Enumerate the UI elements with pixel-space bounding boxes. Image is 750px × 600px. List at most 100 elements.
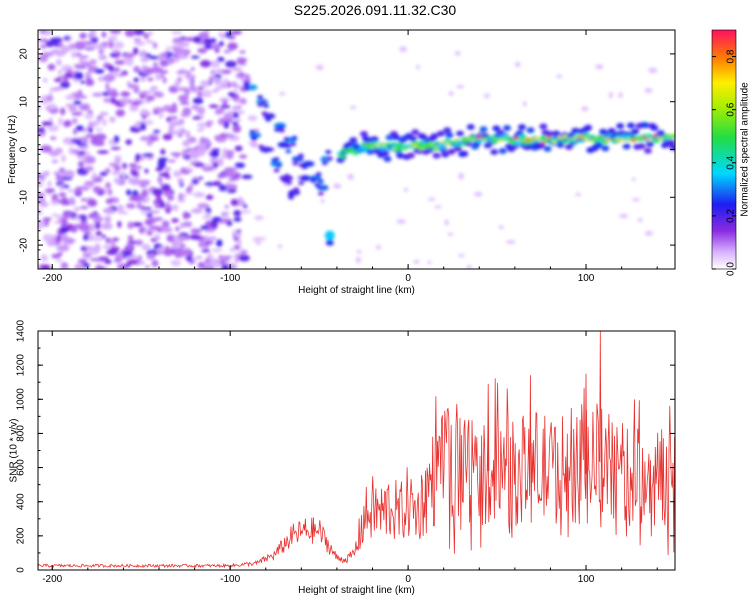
heatmap-x-tick-label: 0 [405,273,411,284]
faint-blob [483,93,490,99]
noise-blob [103,97,112,103]
band-blob [339,154,347,159]
noise-blob [46,239,56,247]
snr-y-tick-label: 800 [16,425,27,442]
noise-blob [41,121,54,127]
noise-blob [172,37,185,42]
noise-blob [58,172,64,178]
streak-blob [263,103,270,108]
noise-blob [127,235,134,241]
faint-blob [444,219,449,226]
band-core [588,139,594,143]
noise-blob [136,200,142,205]
noise-blob [212,161,219,169]
noise-blob [56,259,63,263]
streak-blob [275,163,282,168]
noise-blob [54,220,62,225]
noise-blob [38,177,43,184]
heatmap-x-tick-label: -200 [42,273,62,284]
noise-blob [85,78,95,87]
faint-blob [515,61,521,68]
noise-blob [89,59,97,65]
noise-blob [85,155,96,164]
noise-blob [151,66,163,74]
band-core [460,136,466,140]
noise-blob [225,152,234,160]
faint-blob [413,259,420,264]
noise-blob [168,59,174,65]
band-halo [643,147,652,154]
noise-blob [158,111,164,119]
noise-blob [127,83,140,89]
noise-blob [62,139,71,144]
noise-blob [60,107,66,116]
faint-blob [631,197,641,202]
faint-blob [448,91,454,96]
noise-blob [57,244,70,252]
noise-blob [144,168,149,174]
heatmap-y-axis-label: Frequency (Hz) [7,115,18,184]
noise-blob [242,204,248,209]
streak-blob [261,111,268,116]
noise-blob [201,93,212,98]
noise-blob [102,118,107,127]
noise-blob [192,36,202,43]
noise-blob [185,247,191,253]
noise-blob [140,75,146,82]
band-core [631,139,637,142]
faint-blob [505,239,516,244]
noise-blob [159,59,169,67]
noise-blob [65,94,76,100]
noise-blob [145,265,150,269]
faint-blob [333,183,342,189]
noise-blob [234,145,243,152]
noise-blob [167,195,175,201]
noise-blob [118,73,125,77]
noise-blob [232,124,242,133]
faint-blob [349,105,357,110]
noise-blob [152,61,158,69]
noise-blob [122,55,127,59]
band-core [503,136,509,139]
noise-blob [189,235,200,239]
band-core [567,137,573,140]
faint-blob [415,64,421,70]
noise-blob [78,103,91,111]
noise-blob [133,37,142,42]
band-halo [383,156,392,163]
noise-blob [171,30,183,35]
noise-blob [61,80,70,89]
faint-blob [575,192,582,197]
noise-blob [223,113,232,120]
noise-blob [87,223,96,232]
band-halo [362,136,371,143]
noise-blob [200,225,209,230]
noise-blob [150,86,159,90]
band-halo [466,124,475,131]
noise-blob [84,231,91,235]
noise-blob [226,183,238,190]
snr-y-tick-label: 1200 [16,354,27,377]
noise-blob [158,157,169,162]
colorbar-tick-label: 0.4 [726,155,737,169]
noise-blob [38,104,42,111]
noise-blob [140,207,153,211]
noise-blob [108,91,119,97]
noise-blob [234,162,246,169]
band-core [498,138,504,142]
noise-blob [85,134,96,138]
noise-blob [91,236,104,242]
noise-blob [166,116,171,123]
band-core [434,145,440,149]
noise-blob [153,110,160,115]
band-core [391,147,397,151]
noise-blob [162,133,173,141]
noise-blob [131,222,143,227]
faint-blob [618,213,629,219]
noise-blob [141,90,149,97]
noise-blob [211,261,222,269]
noise-blob [72,149,81,155]
band-halo [631,128,640,135]
band-core [519,139,525,143]
noise-blob [141,64,148,71]
